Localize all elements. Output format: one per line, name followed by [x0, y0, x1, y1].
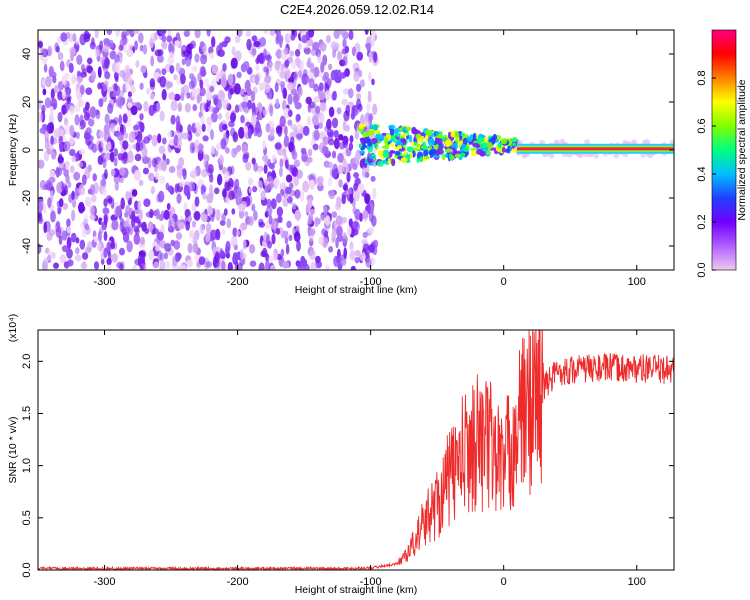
- y-tick-label: 1.0: [21, 458, 33, 473]
- colorbar-frame: [711, 29, 737, 271]
- snr-panel: -300 -200 -100 0 100 0.0 0.5 1.0 1.5 2.0 Height …: [7, 314, 675, 596]
- signal-band: [357, 122, 523, 168]
- x-tick-label: 100: [628, 576, 646, 588]
- spectrogram-y-label: Frequency (Hz): [7, 114, 19, 186]
- y-tick-label: 0.5: [21, 510, 33, 525]
- figure-title: C2E4.2026.059.12.02.R14: [280, 2, 434, 17]
- colorbar-tick-label: 0.2: [696, 214, 708, 229]
- x-tick-label: 0: [501, 276, 507, 288]
- spectrogram-y-axis: -40 -20 0 20 40: [21, 48, 674, 254]
- colorbar-tick-label: 0.6: [696, 118, 708, 133]
- spectrogram-x-label: Height of straight line (km): [295, 284, 418, 296]
- x-tick-label: -300: [94, 276, 116, 288]
- y-tick-label: 2.0: [21, 354, 33, 369]
- snr-series-line: [38, 330, 674, 570]
- snr-plot-area: [38, 330, 674, 570]
- y-tick-label: -20: [21, 190, 33, 206]
- x-tick-label: 0: [501, 576, 507, 588]
- colorbar: [712, 30, 736, 270]
- colorbar-ticks: 0.0 0.2 0.4 0.6 0.8: [696, 70, 716, 278]
- signal-line-core: [516, 147, 674, 151]
- snr-y-axis: 0.0 0.5 1.0 1.5 2.0: [21, 354, 674, 578]
- colorbar-tick-label: 0.4: [696, 166, 708, 181]
- snr-y-label: SNR (10 * v/v): [7, 416, 19, 483]
- snr-scale-label: (x10⁴): [7, 314, 19, 342]
- x-tick-label: -100: [360, 576, 382, 588]
- colorbar-tick-label: 0.0: [696, 262, 708, 277]
- x-tick-label: -200: [227, 576, 249, 588]
- snr-marks: [38, 330, 674, 570]
- spectrogram-marks: [38, 30, 674, 270]
- colorbar-tick-label: 0.8: [696, 70, 708, 85]
- x-tick-label: -200: [227, 276, 249, 288]
- y-tick-label: 0: [21, 147, 33, 153]
- y-tick-label: 1.5: [21, 406, 33, 421]
- spectrogram-x-axis: -300 -200 -100 0 100: [94, 30, 646, 288]
- x-tick-label: 100: [628, 276, 646, 288]
- y-tick-label: 40: [21, 48, 33, 60]
- x-tick-label: -300: [94, 576, 116, 588]
- y-tick-label: 20: [21, 96, 33, 108]
- y-tick-label: -40: [21, 238, 33, 254]
- snr-x-label: Height of straight line (km): [295, 584, 418, 596]
- snr-x-axis: -300 -200 -100 0 100: [94, 330, 646, 588]
- y-tick-label: 0.0: [21, 562, 33, 577]
- colorbar-label: Normalized spectral amplitude: [736, 79, 748, 220]
- x-tick-label: -100: [360, 276, 382, 288]
- snr-frame: [37, 329, 675, 571]
